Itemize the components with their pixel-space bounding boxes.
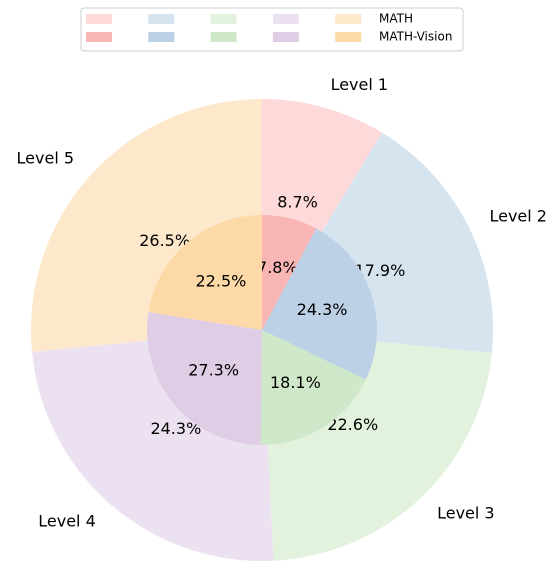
legend-swatch [335, 14, 362, 24]
category-label: Level 1 [331, 75, 389, 94]
legend-swatch [86, 14, 112, 24]
legend-swatch [210, 14, 237, 24]
legend-swatch [148, 32, 175, 42]
legend-swatch [210, 32, 237, 42]
legend-label: MATH-Vision [379, 30, 452, 44]
inner-wedge [148, 215, 262, 330]
inner-wedge [260, 330, 366, 445]
category-label: Level 5 [17, 148, 75, 167]
inner-wedge [262, 215, 317, 330]
value-label: 27.3% [188, 360, 239, 379]
legend-swatch [272, 14, 299, 24]
inner-wedge [262, 228, 377, 380]
value-label: 8.7% [277, 193, 318, 212]
value-label: 22.5% [196, 271, 247, 290]
legend-swatch [86, 32, 112, 42]
value-label: 17.9% [354, 261, 405, 280]
legend-swatch [272, 32, 299, 42]
value-label: 24.3% [150, 419, 201, 438]
value-label: 22.6% [327, 415, 378, 434]
value-label: 7.8% [257, 258, 298, 277]
category-label: Level 3 [437, 504, 495, 523]
legend-swatch [148, 14, 175, 24]
legend-label: MATH [379, 12, 413, 26]
legend-swatch [335, 32, 362, 42]
inner-wedge [147, 312, 262, 445]
legend-box [80, 7, 464, 52]
category-label: Level 2 [489, 206, 547, 225]
value-label: 26.5% [139, 231, 190, 250]
value-label: 24.3% [297, 300, 348, 319]
value-label: 18.1% [270, 373, 321, 392]
category-label: Level 4 [38, 512, 96, 531]
